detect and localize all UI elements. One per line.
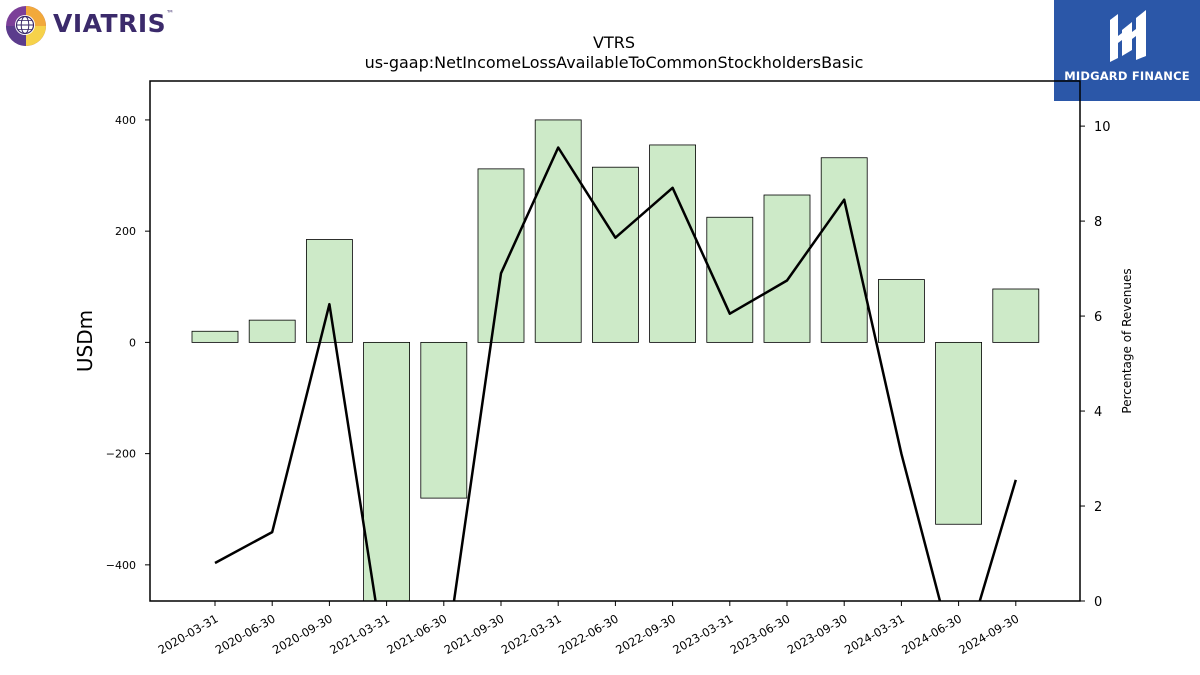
x-tick-label: 2020-03-31	[156, 611, 221, 657]
x-tick-label: 2022-06-30	[556, 611, 621, 657]
x-tick-label: 2021-03-31	[327, 611, 392, 657]
y-tick-label: −400	[106, 559, 136, 572]
globe-icon	[6, 6, 46, 46]
bar-series	[191, 119, 1040, 601]
y-axis-label: USDm	[73, 310, 97, 372]
chart-subtitle: us-gaap:NetIncomeLossAvailableToCommonSt…	[365, 53, 864, 72]
x-tick-label: 2023-09-30	[785, 611, 850, 657]
right-axis: 0 2 4 6 8 10	[1080, 120, 1111, 610]
bar-2020-03-31	[191, 330, 239, 343]
bar-2021-03-31	[363, 341, 411, 601]
x-tick-label: 2021-09-30	[442, 611, 507, 657]
company-logo: VIATRIS™	[4, 4, 174, 48]
y2-tick-label: 6	[1094, 310, 1102, 325]
x-tick-label: 2020-09-30	[270, 611, 335, 657]
partner-logo: MIDGARD FINANCE	[1054, 0, 1200, 101]
y-tick-label: 0	[129, 336, 136, 349]
y2-tick-label: 0	[1094, 595, 1102, 610]
bar-2024-03-31	[878, 279, 925, 343]
y-tick-label: −200	[106, 448, 136, 461]
y2-tick-label: 8	[1094, 215, 1102, 230]
bar-2023-09-30	[820, 157, 868, 343]
x-tick-label: 2024-03-31	[842, 611, 907, 657]
bar-2024-06-30	[935, 341, 982, 525]
bar-2021-06-30	[420, 341, 468, 499]
x-tick-label: 2021-06-30	[384, 611, 449, 657]
bar-2021-09-30	[477, 168, 525, 343]
y2-tick-label: 10	[1094, 120, 1111, 135]
y2-axis-label: Percentage of Revenues	[1120, 268, 1134, 413]
x-tick-label: 2023-03-31	[670, 611, 735, 657]
x-tick-label: 2023-06-30	[728, 611, 793, 657]
y2-tick-label: 4	[1094, 405, 1102, 420]
y-tick-label: 400	[115, 114, 136, 127]
x-tick-label: 2022-09-30	[613, 611, 678, 657]
x-tick-label: 2020-06-30	[213, 611, 278, 657]
x-tick-label: 2022-03-31	[499, 611, 564, 657]
bar-2022-09-30	[649, 144, 696, 343]
bar-2020-09-30	[305, 239, 353, 343]
percentage-line	[214, 146, 1017, 601]
bar-2022-06-30	[592, 166, 639, 343]
x-axis: 2020-03-312020-06-302020-09-302021-03-31…	[156, 601, 1021, 657]
midgard-emblem-icon	[1110, 10, 1146, 62]
company-logo-text: VIATRIS™	[53, 9, 175, 38]
left-axis: −400 −200 0 200 400	[106, 114, 150, 572]
x-tick-label: 2024-09-30	[956, 611, 1021, 657]
x-tick-label: 2024-06-30	[899, 611, 964, 657]
bar-2022-03-31	[534, 119, 582, 343]
y2-tick-label: 2	[1094, 500, 1102, 515]
chart-title: VTRS	[593, 33, 635, 52]
partner-logo-text: MIDGARD FINANCE	[1064, 69, 1190, 83]
line-series-group	[214, 146, 1017, 601]
y-tick-label: 200	[115, 225, 136, 238]
bar-2020-06-30	[248, 319, 296, 343]
bar-2024-09-30	[992, 288, 1040, 343]
bar-2023-06-30	[763, 194, 811, 343]
